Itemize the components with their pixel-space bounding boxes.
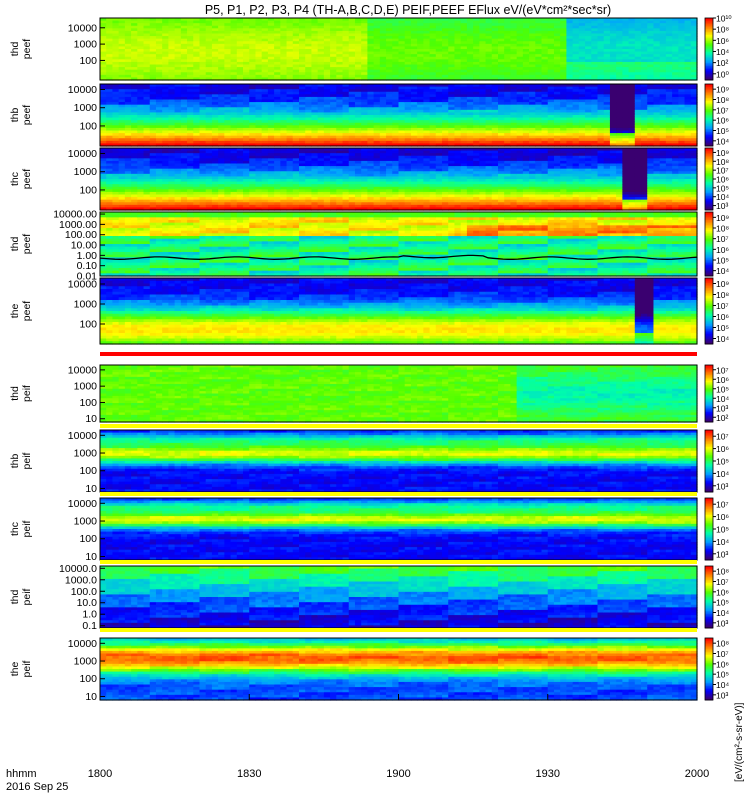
colorbar-tick-label: 10⁶ (716, 36, 729, 46)
panel-label-quantity: peef (21, 39, 33, 60)
spectrogram-cells (100, 84, 698, 147)
y-tick-label: 1000 (74, 39, 98, 51)
y-tick-label: 100 (79, 55, 97, 67)
y-tick-label: 10000 (68, 84, 97, 96)
colorbar-tick-label: 10¹⁰ (716, 14, 732, 24)
colorbar-tick-label: 10² (716, 58, 728, 68)
chart-title: P5, P1, P2, P3, P4 (TH-A,B,C,D,E) PEIF,P… (205, 3, 611, 17)
colorbar-tick-label: 10⁶ (716, 116, 729, 126)
colorbar-tick-label: 10⁸ (716, 95, 729, 105)
colorbar-tick-label: 10⁵ (716, 126, 729, 136)
spectrogram-cells (100, 148, 698, 211)
y-tick-label: 10000 (68, 22, 97, 34)
panel-label-probe: thb (9, 108, 21, 123)
colorbar-tick-label: 10⁷ (716, 105, 729, 115)
colorbar-tick-label: 10⁰ (716, 69, 729, 79)
colorbar-tick-label: 10⁸ (716, 25, 729, 35)
y-tick-label: 100 (79, 120, 97, 132)
colorbar-tick-label: 10⁹ (716, 85, 729, 95)
panel-label-quantity: peef (21, 105, 33, 126)
y-tick-label: 1000 (74, 102, 98, 114)
panel-3: 100001000100thc peef10⁹10⁸10⁷10⁶10⁵10⁴10³ (9, 148, 729, 211)
spectrogram-cells (100, 18, 698, 81)
colorbar-tick-label: 10⁴ (716, 47, 729, 57)
panel-label-probe: thd (9, 42, 21, 57)
colorbar-tick-label: 10⁴ (716, 136, 729, 146)
colorbar: 10⁹10⁸10⁷10⁶10⁵10⁴ (705, 84, 729, 147)
